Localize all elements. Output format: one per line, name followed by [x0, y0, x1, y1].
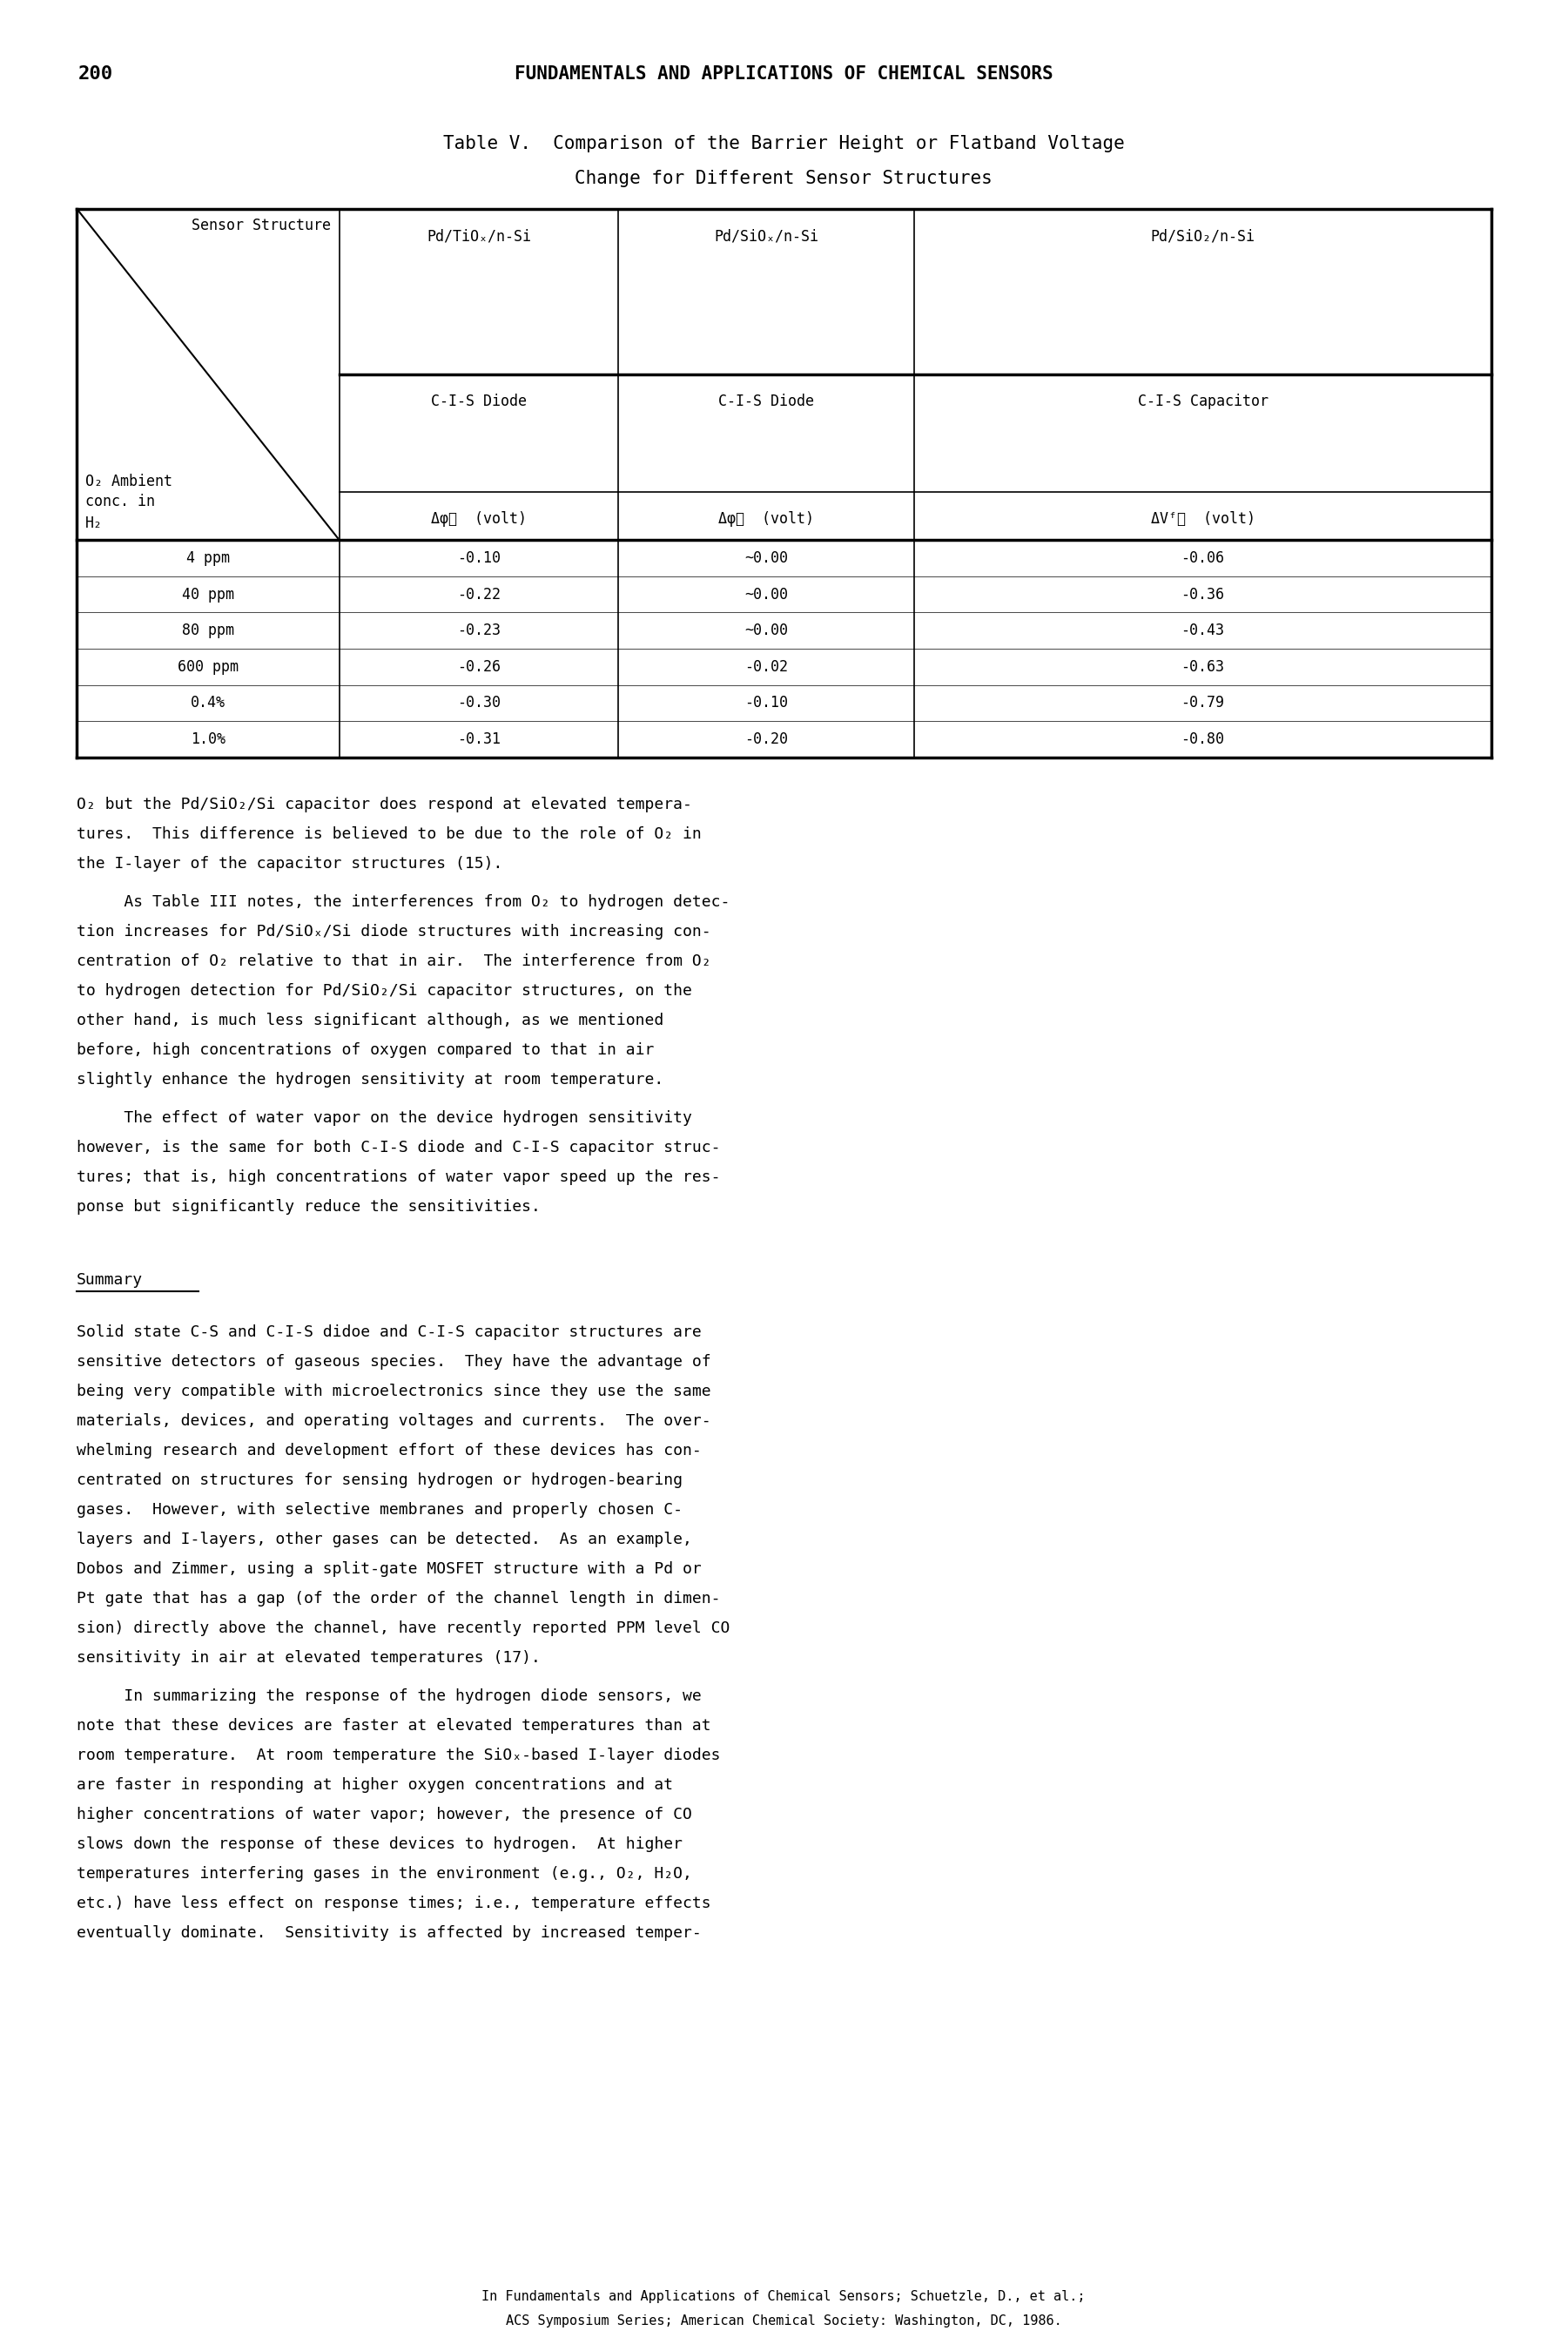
- Text: 1.0%: 1.0%: [191, 731, 226, 748]
- Text: before, high concentrations of oxygen compared to that in air: before, high concentrations of oxygen co…: [77, 1041, 654, 1058]
- Text: -0.10: -0.10: [458, 550, 500, 567]
- Text: Sensor Structure: Sensor Structure: [191, 219, 331, 233]
- Text: -0.80: -0.80: [1181, 731, 1225, 748]
- Text: temperatures interfering gases in the environment (e.g., O₂, H₂O,: temperatures interfering gases in the en…: [77, 1867, 691, 1881]
- Text: slightly enhance the hydrogen sensitivity at room temperature.: slightly enhance the hydrogen sensitivit…: [77, 1072, 663, 1089]
- Text: -0.36: -0.36: [1181, 585, 1225, 602]
- Text: As Table III notes, the interferences from O₂ to hydrogen detec-: As Table III notes, the interferences fr…: [77, 893, 731, 910]
- Text: -0.23: -0.23: [458, 623, 500, 639]
- Text: C-I-S Diode: C-I-S Diode: [431, 393, 527, 409]
- Text: slows down the response of these devices to hydrogen.  At higher: slows down the response of these devices…: [77, 1836, 682, 1853]
- Text: ACS Symposium Series; American Chemical Society: Washington, DC, 1986.: ACS Symposium Series; American Chemical …: [505, 2313, 1062, 2327]
- Text: layers and I-layers, other gases can be detected.  As an example,: layers and I-layers, other gases can be …: [77, 1531, 691, 1547]
- Text: Table V.  Comparison of the Barrier Height or Flatband Voltage: Table V. Comparison of the Barrier Heigh…: [442, 134, 1124, 153]
- Text: etc.) have less effect on response times; i.e., temperature effects: etc.) have less effect on response times…: [77, 1895, 710, 1911]
- Text: 0.4%: 0.4%: [191, 696, 226, 710]
- Text: -0.63: -0.63: [1181, 658, 1225, 675]
- Text: centration of O₂ relative to that in air.  The interference from O₂: centration of O₂ relative to that in air…: [77, 955, 710, 969]
- Text: materials, devices, and operating voltages and currents.  The over-: materials, devices, and operating voltag…: [77, 1413, 710, 1429]
- Text: gases.  However, with selective membranes and properly chosen C-: gases. However, with selective membranes…: [77, 1502, 682, 1519]
- Text: H₂: H₂: [85, 515, 103, 531]
- Text: Pd/SiO₂/n-Si: Pd/SiO₂/n-Si: [1151, 228, 1254, 245]
- Text: Δφᴅ  (volt): Δφᴅ (volt): [431, 510, 527, 527]
- Text: the I-layer of the capacitor structures (15).: the I-layer of the capacitor structures …: [77, 856, 503, 872]
- Text: sensitive detectors of gaseous species.  They have the advantage of: sensitive detectors of gaseous species. …: [77, 1354, 710, 1371]
- Text: being very compatible with microelectronics since they use the same: being very compatible with microelectron…: [77, 1385, 710, 1399]
- Text: ponse but significantly reduce the sensitivities.: ponse but significantly reduce the sensi…: [77, 1199, 541, 1215]
- Text: higher concentrations of water vapor; however, the presence of CO: higher concentrations of water vapor; ho…: [77, 1808, 691, 1822]
- Text: In Fundamentals and Applications of Chemical Sensors; Schuetzle, D., et al.;: In Fundamentals and Applications of Chem…: [481, 2290, 1085, 2304]
- Text: -0.02: -0.02: [745, 658, 787, 675]
- Text: 200: 200: [78, 66, 113, 82]
- Text: Summary: Summary: [77, 1272, 143, 1288]
- Text: however, is the same for both C-I-S diode and C-I-S capacitor struc-: however, is the same for both C-I-S diod…: [77, 1140, 720, 1154]
- Text: Change for Different Sensor Structures: Change for Different Sensor Structures: [575, 169, 993, 188]
- Text: -0.20: -0.20: [745, 731, 787, 748]
- Text: 600 ppm: 600 ppm: [177, 658, 238, 675]
- Text: to hydrogen detection for Pd/SiO₂/Si capacitor structures, on the: to hydrogen detection for Pd/SiO₂/Si cap…: [77, 983, 691, 999]
- Text: Pt gate that has a gap (of the order of the channel length in dimen-: Pt gate that has a gap (of the order of …: [77, 1592, 720, 1606]
- Text: conc. in: conc. in: [85, 494, 155, 510]
- Text: C-I-S Diode: C-I-S Diode: [718, 393, 814, 409]
- Text: ΔVᶠᴅ  (volt): ΔVᶠᴅ (volt): [1151, 510, 1254, 527]
- Text: -0.22: -0.22: [458, 585, 500, 602]
- Text: -0.26: -0.26: [458, 658, 500, 675]
- Text: O₂ but the Pd/SiO₂/Si capacitor does respond at elevated tempera-: O₂ but the Pd/SiO₂/Si capacitor does res…: [77, 797, 691, 813]
- Text: -0.06: -0.06: [1181, 550, 1225, 567]
- Text: FUNDAMENTALS AND APPLICATIONS OF CHEMICAL SENSORS: FUNDAMENTALS AND APPLICATIONS OF CHEMICA…: [514, 66, 1052, 82]
- Text: 4 ppm: 4 ppm: [187, 550, 230, 567]
- Text: sion) directly above the channel, have recently reported PPM level CO: sion) directly above the channel, have r…: [77, 1620, 731, 1636]
- Text: other hand, is much less significant although, as we mentioned: other hand, is much less significant alt…: [77, 1013, 663, 1027]
- Text: ~0.00: ~0.00: [745, 623, 787, 639]
- Text: -0.10: -0.10: [745, 696, 787, 710]
- Text: eventually dominate.  Sensitivity is affected by increased temper-: eventually dominate. Sensitivity is affe…: [77, 1925, 701, 1942]
- Text: Pd/SiOₓ/n-Si: Pd/SiOₓ/n-Si: [713, 228, 818, 245]
- Text: Pd/TiOₓ/n-Si: Pd/TiOₓ/n-Si: [426, 228, 532, 245]
- Text: -0.43: -0.43: [1181, 623, 1225, 639]
- Text: Dobos and Zimmer, using a split-gate MOSFET structure with a Pd or: Dobos and Zimmer, using a split-gate MOS…: [77, 1561, 701, 1578]
- Text: note that these devices are faster at elevated temperatures than at: note that these devices are faster at el…: [77, 1719, 710, 1733]
- Text: -0.30: -0.30: [458, 696, 500, 710]
- Text: 40 ppm: 40 ppm: [182, 585, 234, 602]
- Text: ~0.00: ~0.00: [745, 550, 787, 567]
- Text: -0.79: -0.79: [1181, 696, 1225, 710]
- Text: Solid state C-S and C-I-S didoe and C-I-S capacitor structures are: Solid state C-S and C-I-S didoe and C-I-…: [77, 1324, 701, 1340]
- Text: tures.  This difference is believed to be due to the role of O₂ in: tures. This difference is believed to be…: [77, 825, 701, 842]
- Text: In summarizing the response of the hydrogen diode sensors, we: In summarizing the response of the hydro…: [77, 1688, 701, 1704]
- Text: -0.31: -0.31: [458, 731, 500, 748]
- Text: C-I-S Capacitor: C-I-S Capacitor: [1137, 393, 1269, 409]
- Text: room temperature.  At room temperature the SiOₓ-based I-layer diodes: room temperature. At room temperature th…: [77, 1747, 720, 1763]
- Text: O₂ Ambient: O₂ Ambient: [85, 473, 172, 489]
- Text: The effect of water vapor on the device hydrogen sensitivity: The effect of water vapor on the device …: [77, 1110, 691, 1126]
- Text: ~0.00: ~0.00: [745, 585, 787, 602]
- Text: are faster in responding at higher oxygen concentrations and at: are faster in responding at higher oxyge…: [77, 1777, 673, 1794]
- Text: tion increases for Pd/SiOₓ/Si diode structures with increasing con-: tion increases for Pd/SiOₓ/Si diode stru…: [77, 924, 710, 940]
- Text: 80 ppm: 80 ppm: [182, 623, 234, 639]
- Text: centrated on structures for sensing hydrogen or hydrogen-bearing: centrated on structures for sensing hydr…: [77, 1472, 682, 1488]
- Text: whelming research and development effort of these devices has con-: whelming research and development effort…: [77, 1444, 701, 1458]
- Text: tures; that is, high concentrations of water vapor speed up the res-: tures; that is, high concentrations of w…: [77, 1168, 720, 1185]
- Text: Δφᴅ  (volt): Δφᴅ (volt): [718, 510, 814, 527]
- Text: sensitivity in air at elevated temperatures (17).: sensitivity in air at elevated temperatu…: [77, 1650, 541, 1667]
